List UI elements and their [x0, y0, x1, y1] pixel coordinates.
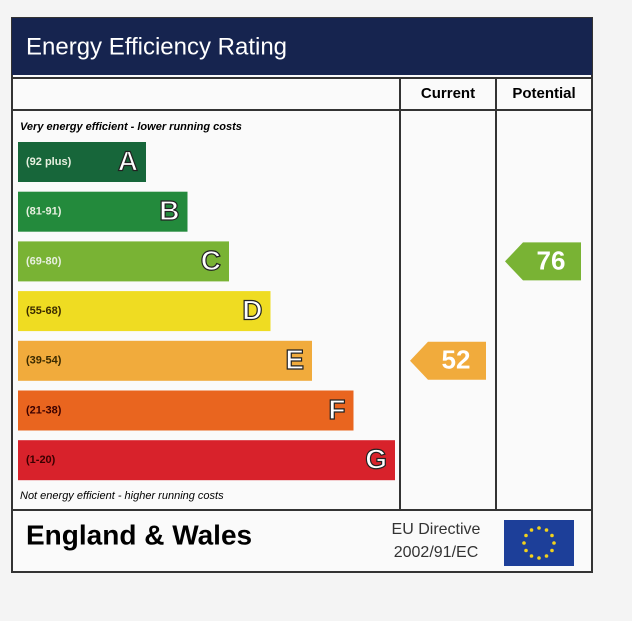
- star: [550, 548, 554, 553]
- directive: 2002/91/EC: [394, 544, 479, 561]
- star: [529, 554, 534, 558]
- band-letter: F: [328, 394, 345, 425]
- directive: EU Directive: [392, 521, 481, 538]
- band-letter: D: [242, 294, 262, 325]
- band-range: (39-54): [26, 355, 62, 367]
- rating-arrow: [505, 242, 581, 281]
- star: [524, 548, 528, 553]
- star: [537, 556, 541, 560]
- band-letter: B: [159, 195, 179, 226]
- star: [544, 528, 549, 532]
- star: [537, 526, 541, 530]
- star: [529, 528, 534, 532]
- band-range: (81-91): [26, 206, 62, 218]
- star: [550, 533, 554, 538]
- band-bar: [18, 390, 354, 431]
- band-range: (1-20): [26, 454, 56, 466]
- rating-value: 52: [442, 345, 471, 375]
- chart-title: Energy Efficiency Rating: [26, 33, 287, 60]
- band-range: (21-38): [26, 404, 62, 416]
- band-range: (92 plus): [26, 156, 72, 168]
- rating-value: 76: [537, 245, 566, 275]
- band-bar: [18, 340, 312, 381]
- eu-stars: [522, 526, 556, 560]
- star: [544, 554, 549, 558]
- band-letter: A: [118, 145, 138, 176]
- band-letter: C: [201, 245, 221, 276]
- star: [522, 541, 526, 545]
- title-bar: [12, 18, 592, 75]
- rating-arrow: [410, 341, 486, 380]
- region: England & Wales: [26, 519, 252, 550]
- star: [552, 541, 556, 545]
- column-header: Current: [421, 85, 475, 102]
- bottom-note: Not energy efficient - higher running co…: [20, 490, 224, 502]
- column-header: Potential: [512, 85, 575, 102]
- band-bar: [18, 142, 146, 182]
- band-bar: [18, 241, 229, 282]
- band-bar: [18, 440, 395, 481]
- star: [524, 533, 528, 538]
- top-note: Very energy efficient - lower running co…: [20, 121, 242, 133]
- band-letter: E: [285, 344, 304, 375]
- band-letter: G: [365, 444, 387, 475]
- band-range: (69-80): [26, 255, 62, 267]
- band-bar: [18, 191, 188, 232]
- band-bar: [18, 291, 271, 332]
- band-range: (55-68): [26, 305, 62, 317]
